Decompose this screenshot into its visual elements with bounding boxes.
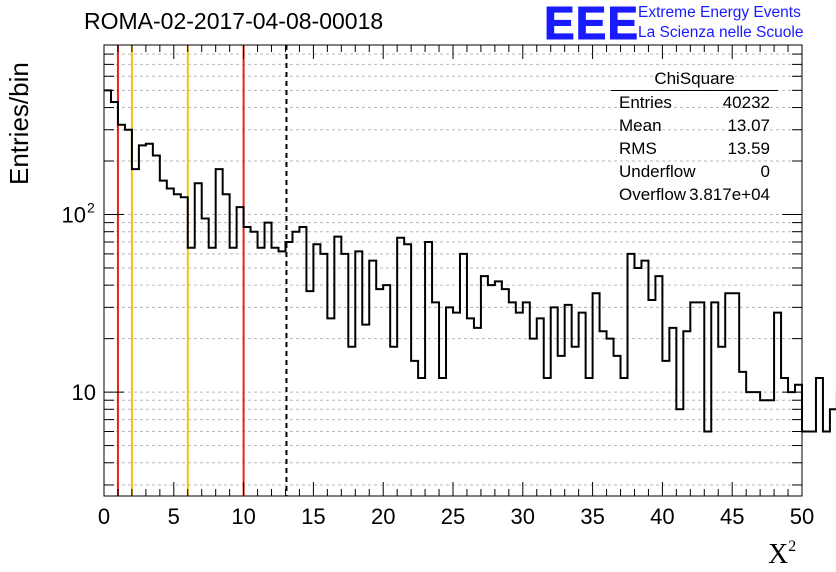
stats-key: Underflow — [619, 162, 696, 181]
x-tick-label: 40 — [650, 504, 674, 529]
stats-row: Entries 40232 — [611, 91, 778, 114]
stats-row: Overflow 3.817e+04 — [611, 183, 778, 206]
stats-row: RMS 13.59 — [611, 137, 778, 160]
x-axis-label-text: X — [768, 539, 789, 570]
stats-key: Entries — [619, 93, 672, 112]
stats-value: 13.59 — [727, 139, 770, 158]
stats-row: Underflow 0 — [611, 160, 778, 183]
eee-logo: EEE — [543, 0, 640, 49]
x-tick-label: 45 — [720, 504, 744, 529]
x-tick-label: 30 — [511, 504, 535, 529]
histogram-series — [104, 89, 836, 433]
stats-key: Overflow — [619, 185, 687, 204]
x-tick-label: 0 — [98, 504, 110, 529]
y-axis-label: Entries/bin — [4, 62, 34, 185]
stats-title: ChiSquare — [611, 68, 778, 91]
x-axis-label-superscript: 2 — [788, 538, 797, 555]
logo-line-1: Extreme Energy Events — [638, 4, 801, 21]
x-tick-label: 35 — [580, 504, 604, 529]
x-tick-label: 20 — [371, 504, 395, 529]
logo-line-2: La Scienza nelle Scuole — [638, 24, 804, 41]
x-tick-label: 25 — [441, 504, 465, 529]
stats-value: 3.817e+04 — [689, 185, 770, 204]
stats-row: Mean 13.07 — [611, 114, 778, 137]
stats-value: 0 — [760, 162, 770, 181]
stats-value: 13.07 — [727, 116, 770, 135]
stats-box: ChiSquare Entries 40232 Mean 13.07 RMS 13.5… — [611, 68, 778, 206]
x-tick-label: 10 — [231, 504, 255, 529]
stats-key: RMS — [619, 139, 657, 158]
stats-value: 40232 — [722, 93, 770, 112]
x-axis-label: X2 — [768, 538, 796, 571]
y-tick-label-exponent: 2 — [87, 199, 95, 215]
x-tick-label: 15 — [301, 504, 325, 529]
y-tick-label: 10 — [62, 202, 86, 227]
stats-key: Mean — [619, 116, 662, 135]
chart-title: ROMA-02-2017-04-08-00018 — [84, 8, 384, 34]
x-tick-label: 50 — [790, 504, 814, 529]
x-tick-label: 5 — [168, 504, 180, 529]
y-tick-label: 10 — [72, 380, 96, 405]
